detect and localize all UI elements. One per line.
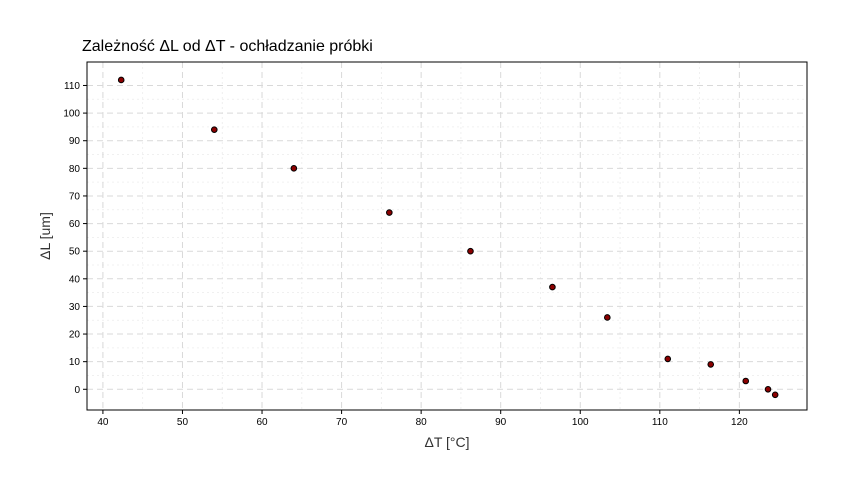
data-point — [117, 76, 125, 84]
minor-grid — [87, 62, 807, 410]
x-tick-label: 90 — [495, 417, 507, 428]
data-points — [117, 76, 779, 399]
data-point — [707, 361, 715, 368]
x-tick-label: 80 — [416, 417, 428, 428]
y-tick-label: 10 — [69, 357, 81, 368]
data-point — [210, 126, 218, 133]
y-axis-label: ΔL [um] — [37, 212, 53, 260]
x-tick-label: 110 — [652, 417, 668, 428]
y-tick-label: 40 — [69, 274, 81, 285]
y-axis-ticks: 0 10 20 30 40 50 60 70 80 90 100 110 — [63, 81, 87, 396]
y-tick-label: 100 — [63, 109, 80, 120]
x-tick-label: 40 — [97, 417, 109, 428]
y-tick-label: 110 — [64, 81, 80, 92]
y-tick-label: 70 — [69, 191, 81, 202]
chart-title: Zależność ΔL od ΔT - ochładzanie próbki — [82, 38, 373, 55]
x-axis-label: ΔT [°C] — [424, 434, 469, 450]
data-point — [742, 377, 750, 385]
x-axis-ticks: 40 50 60 70 80 90 100 110 120 — [97, 410, 748, 428]
y-tick-label: 30 — [69, 302, 81, 313]
data-point — [549, 283, 556, 291]
y-tick-label: 80 — [69, 164, 81, 175]
y-tick-label: 0 — [74, 385, 80, 396]
data-point — [467, 247, 474, 255]
x-tick-label: 50 — [177, 417, 189, 428]
y-tick-label: 50 — [69, 247, 81, 258]
y-tick-label: 90 — [69, 136, 81, 147]
y-tick-label: 20 — [69, 330, 81, 341]
x-tick-label: 60 — [256, 417, 268, 428]
x-tick-label: 70 — [336, 417, 348, 428]
x-tick-label: 100 — [572, 417, 589, 428]
data-point — [764, 385, 772, 393]
y-tick-label: 60 — [69, 219, 81, 230]
data-point — [386, 209, 393, 216]
data-point — [664, 355, 672, 363]
plot-frame — [86, 61, 808, 411]
data-point — [771, 391, 779, 399]
major-grid — [87, 62, 807, 410]
x-tick-label: 120 — [731, 417, 748, 428]
data-point — [290, 165, 298, 172]
data-point — [604, 314, 611, 321]
